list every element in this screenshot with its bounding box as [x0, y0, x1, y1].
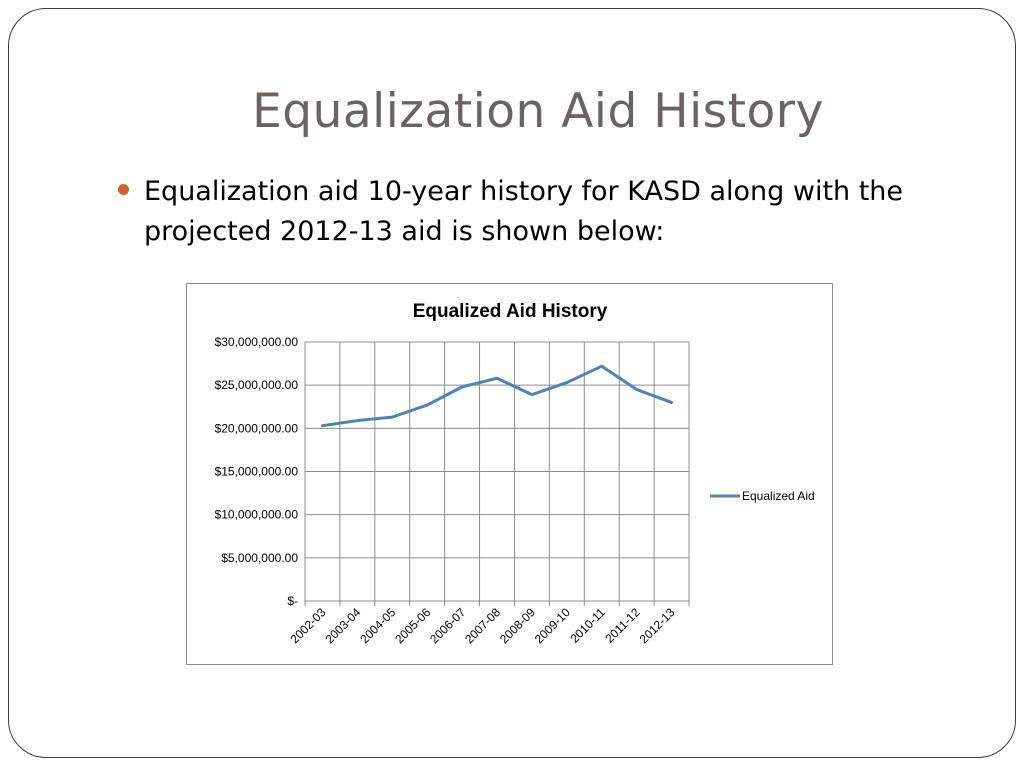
bullet-dot-icon [118, 184, 129, 195]
data-point [565, 381, 569, 384]
chart-grid [304, 341, 690, 606]
x-tick-label: 2010-11 [567, 605, 608, 646]
y-tick-label: $30,000,000.00 [215, 335, 299, 349]
chart-legend: Equalized Aid [710, 489, 815, 503]
y-tick-label: $10,000,000.00 [215, 508, 299, 522]
x-tick-label: 2008-09 [497, 605, 538, 646]
chart-container: Equalized Aid History $- $5,000,000.00 $10… [186, 283, 833, 665]
bullet-text: Equalization aid 10-year history for KAS… [144, 176, 904, 247]
x-tick-label: 2009-10 [532, 605, 573, 646]
chart-axes: $- $5,000,000.00 $10,000,000.00 $15,000,000… [215, 335, 689, 646]
chart-title: Equalized Aid History [413, 301, 608, 322]
y-tick-label: $5,000,000.00 [221, 551, 298, 565]
data-point [391, 415, 394, 419]
data-point [495, 377, 499, 380]
x-tick-label: 2006-07 [427, 605, 468, 646]
x-tick-label: 2003-04 [322, 605, 363, 646]
line-chart: Equalized Aid History $- $5,000,000.00 $10… [215, 301, 815, 646]
chart-series [320, 364, 674, 428]
legend-label: Equalized Aid [742, 489, 815, 503]
data-point [635, 388, 638, 391]
slide-title: Equalization Aid History [252, 84, 824, 139]
data-point [425, 403, 429, 407]
x-tick-label: 2012-13 [637, 605, 678, 646]
y-tick-label: $20,000,000.00 [215, 421, 299, 435]
x-tick-label: 2011-12 [602, 605, 643, 646]
data-point [356, 419, 359, 422]
y-tick-label: $- [287, 594, 298, 608]
x-tick-label: 2005-06 [392, 605, 433, 646]
data-point [600, 364, 603, 368]
data-point [321, 424, 324, 427]
x-tick-label: 2004-05 [357, 605, 398, 646]
x-tick-label: 2002-03 [288, 605, 329, 646]
y-tick-label: $25,000,000.00 [215, 378, 299, 392]
x-tick-label: 2007-08 [462, 605, 503, 646]
data-point [670, 401, 673, 404]
data-point [460, 385, 464, 389]
data-point [530, 393, 534, 396]
y-tick-label: $15,000,000.00 [215, 465, 299, 479]
